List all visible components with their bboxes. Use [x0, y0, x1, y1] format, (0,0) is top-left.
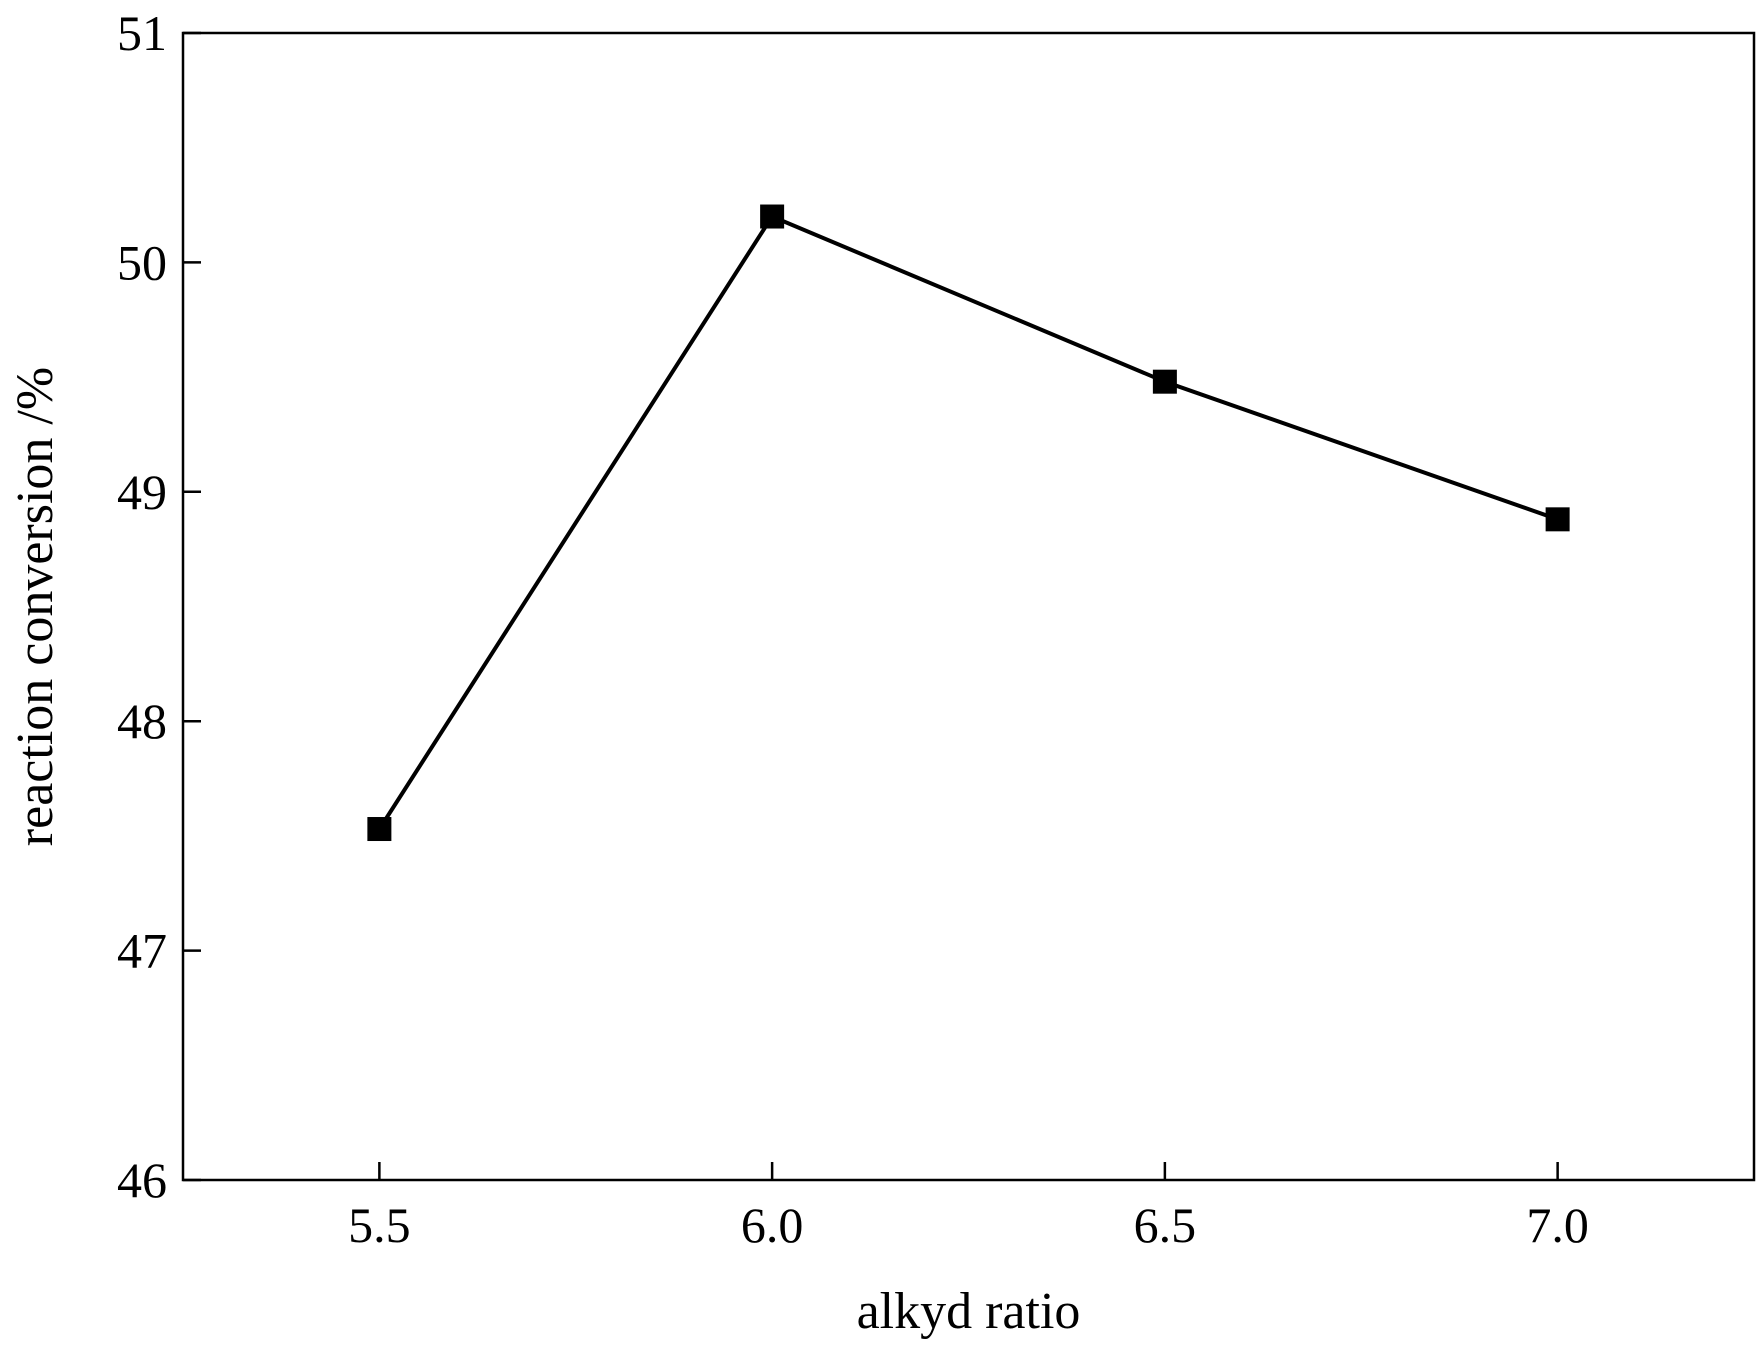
y-tick-label: 46	[117, 1152, 167, 1208]
x-axis-ticks: 5.5 6.0 6.5 7.0	[348, 1162, 1589, 1253]
y-tick-label: 48	[117, 693, 167, 749]
y-tick-label: 47	[117, 923, 167, 979]
data-point-marker	[760, 204, 785, 229]
series-layer	[367, 204, 1570, 842]
series-line	[377, 214, 1559, 831]
x-axis-label: alkyd ratio	[857, 1283, 1081, 1340]
y-tick-label: 50	[117, 234, 167, 290]
data-point-marker	[367, 817, 392, 842]
y-tick-label: 51	[117, 5, 167, 61]
x-tick-label: 6.5	[1134, 1197, 1197, 1253]
plot-frame	[181, 31, 1756, 1182]
y-tick-label: 49	[117, 464, 167, 520]
x-tick-label: 6.0	[741, 1197, 804, 1253]
y-axis-ticks: 46 47 48 49 50 51	[117, 5, 201, 1208]
x-tick-label: 5.5	[348, 1197, 411, 1253]
x-tick-label: 7.0	[1526, 1197, 1589, 1253]
y-axis-label: reaction conversion /%	[7, 367, 64, 846]
data-point-marker	[1545, 507, 1570, 532]
data-point-marker	[1152, 369, 1177, 394]
